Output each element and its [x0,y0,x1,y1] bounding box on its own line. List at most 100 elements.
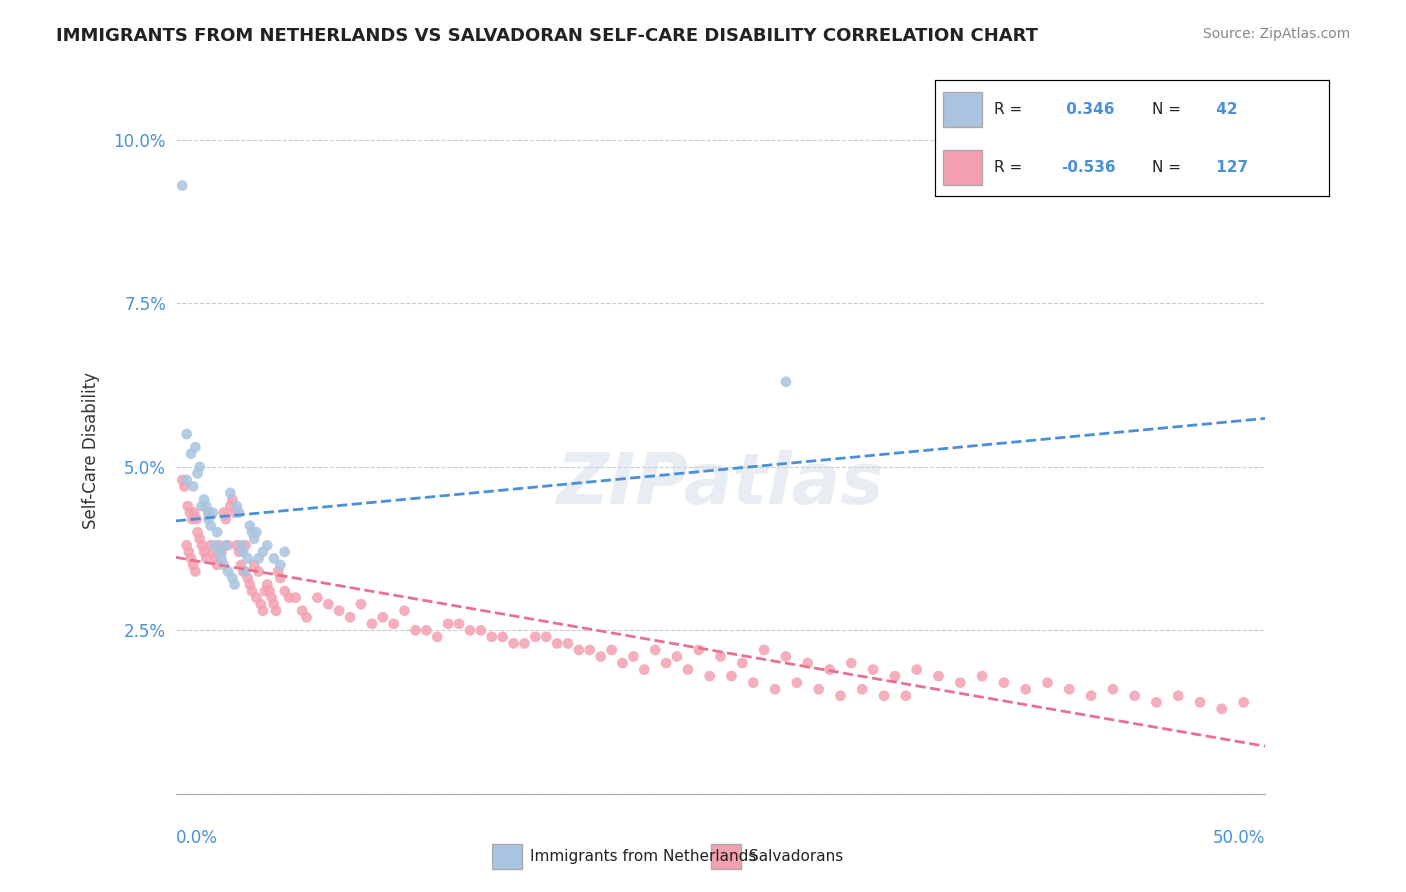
Point [742,675,765,690]
Point [249,597,271,611]
Point [231,538,253,552]
Point [862,663,884,677]
Point [177,545,200,559]
Point [221,571,243,585]
Point [219,486,242,500]
Point [1211,702,1233,716]
Point [720,669,742,683]
Point [371,610,394,624]
Point [205,525,228,540]
Point [197,512,219,526]
Point [188,459,211,474]
Point [754,643,776,657]
Point [212,558,235,572]
Point [818,663,841,677]
Point [970,669,993,683]
Point [224,506,246,520]
Point [224,577,246,591]
Point [205,558,228,572]
Point [513,636,536,650]
Point [557,636,579,650]
Point [894,689,917,703]
Point [191,538,214,552]
Y-axis label: Self-Care Disability: Self-Care Disability [82,372,100,529]
Point [415,624,437,638]
Point [263,597,285,611]
Point [546,636,568,650]
Point [307,591,329,605]
Point [731,656,754,670]
Point [1123,689,1146,703]
Point [208,538,231,552]
FancyBboxPatch shape [711,844,741,869]
Point [260,591,283,605]
Point [200,538,222,552]
Point [232,545,254,559]
Point [195,551,218,566]
FancyBboxPatch shape [943,92,983,127]
Point [600,643,623,657]
Point [217,538,239,552]
Point [186,525,209,540]
Text: 127: 127 [1211,160,1247,175]
Point [621,649,644,664]
Point [177,499,200,513]
Point [688,643,710,657]
Text: R =: R = [994,102,1028,117]
Point [201,506,224,520]
Point [269,571,291,585]
Point [291,604,314,618]
Point [186,512,208,526]
Point [263,551,285,566]
Point [245,525,267,540]
Point [339,610,361,624]
Point [534,630,557,644]
Point [243,532,266,546]
Point [676,663,699,677]
Point [1057,682,1080,697]
FancyBboxPatch shape [943,150,983,185]
Point [264,604,287,618]
Point [394,604,416,618]
Point [350,597,373,611]
Point [644,643,666,657]
Text: 0.346: 0.346 [1062,102,1115,117]
Point [382,616,405,631]
Point [252,604,274,618]
Point [295,610,318,624]
Point [176,427,198,442]
Point [633,663,655,677]
Point [236,551,259,566]
Point [993,675,1015,690]
Point [211,551,233,566]
Point [186,467,209,481]
Point [232,565,254,579]
Point [172,473,194,487]
Point [269,558,291,572]
Point [204,551,226,566]
Point [212,506,235,520]
Point [841,656,863,670]
Point [211,545,233,559]
Point [204,538,226,552]
Point [710,649,733,664]
Point [215,538,238,552]
Text: 50.0%: 50.0% [1213,829,1265,847]
Point [949,675,972,690]
Point [245,591,267,605]
Text: -0.536: -0.536 [1062,160,1115,175]
Point [235,538,257,552]
Point [470,624,492,638]
Point [228,506,250,520]
Point [181,479,204,493]
Point [458,624,481,638]
Point [256,538,278,552]
Point [173,479,195,493]
Point [191,499,214,513]
Point [193,492,215,507]
Point [183,506,205,520]
Point [481,630,503,644]
Point [1144,695,1167,709]
Point [830,689,852,703]
Point [256,577,278,591]
